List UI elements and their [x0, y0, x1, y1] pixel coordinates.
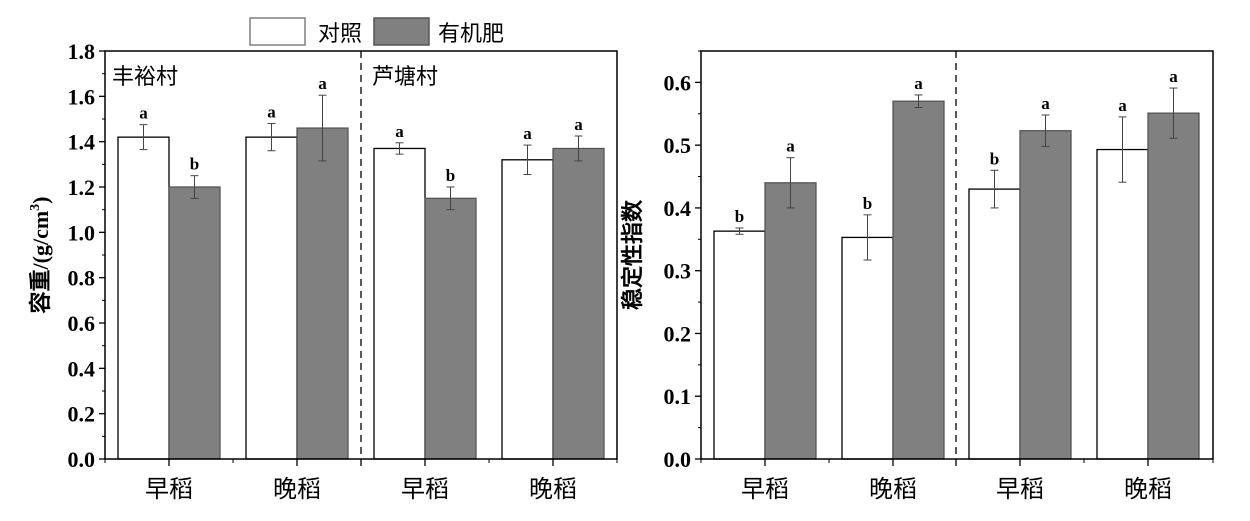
- bar-control-3: [968, 188, 1021, 460]
- x-tick-label: 晚稻: [529, 476, 577, 503]
- bar-organic-1: [168, 186, 221, 460]
- bar-organic-1: [764, 182, 817, 460]
- significance-label: a: [318, 74, 327, 93]
- y-tick-label: 0.5: [664, 133, 692, 158]
- chart-2: b b b a a a a a 0.0 0.1 0.2 0.3 0.4 0.5 0.6 早稻 晚稻 早稻 晚稻 稳定性…: [620, 50, 1214, 503]
- y-tick-label: 0.4: [68, 356, 96, 381]
- legend-swatch-organic: [373, 17, 430, 46]
- y-tick-label: 0.6: [68, 311, 96, 336]
- significance-label: b: [990, 149, 999, 168]
- y-tick-label: 1.4: [68, 130, 96, 155]
- x-tick-label: 晚稻: [1124, 476, 1172, 503]
- significance-label: a: [139, 104, 148, 123]
- group-label: 芦塘村: [372, 64, 438, 89]
- bar-organic-2: [892, 100, 945, 460]
- bar-control-1: [117, 136, 170, 460]
- bar-organic-3: [424, 197, 477, 460]
- significance-label: a: [523, 124, 532, 143]
- bar-organic-3: [1019, 130, 1072, 460]
- group-label: 丰裕村: [112, 64, 178, 89]
- bar-control-3: [373, 147, 426, 460]
- y-tick-label: 1.8: [68, 39, 96, 64]
- y-tick-label: 1.2: [68, 175, 96, 200]
- x-tick-label: 早稻: [996, 476, 1044, 503]
- bar-control-1: [713, 230, 766, 460]
- bar-control-2: [245, 136, 298, 460]
- y-axis-label: 容重/(g/cm3): [28, 197, 53, 314]
- bar-organic-2: [296, 127, 349, 460]
- significance-label: a: [574, 115, 583, 134]
- y-tick-label: 1.0: [68, 220, 96, 245]
- x-tick-label: 晚稻: [869, 476, 917, 503]
- significance-label: b: [446, 166, 455, 185]
- significance-label: a: [395, 122, 404, 141]
- significance-label: a: [1118, 96, 1127, 115]
- y-axis-label-end: ): [28, 197, 53, 204]
- significance-label: b: [735, 207, 744, 226]
- bar-organic-4: [1147, 112, 1200, 460]
- legend: 对照 有机肥: [249, 17, 504, 46]
- y-tick-label: 0.3: [664, 259, 692, 284]
- y-tick-label: 0.2: [664, 321, 692, 346]
- legend-label-organic: 有机肥: [438, 21, 504, 46]
- y-tick-label: 0.4: [664, 196, 692, 221]
- bar-control-4: [1096, 148, 1149, 460]
- chart-1: a a a a b a b a 0.0 0.2 0.4 0.6 0.8 1.0 1.2 1.4 1.6 1.8 早稻…: [28, 39, 618, 503]
- significance-label: a: [786, 137, 795, 156]
- plot-frame: [700, 50, 1214, 460]
- significance-label: a: [267, 103, 276, 122]
- y-tick-label: 0.8: [68, 266, 96, 291]
- significance-label: a: [1041, 94, 1050, 113]
- legend-label-control: 对照: [318, 21, 362, 46]
- bar-control-4: [501, 159, 554, 460]
- significance-label: a: [914, 74, 923, 93]
- significance-label: b: [863, 194, 872, 213]
- y-tick-label: 0.0: [664, 447, 692, 472]
- y-tick-label: 0.6: [664, 70, 692, 95]
- x-tick-label: 晚稻: [273, 476, 321, 503]
- y-axis-label: 稳定性指数: [620, 199, 645, 310]
- y-axis-label-main: 容重/(g/cm: [28, 211, 53, 314]
- y-tick-label: 0.1: [664, 384, 692, 409]
- x-tick-label: 早稻: [741, 476, 789, 503]
- y-tick-label: 0.2: [68, 402, 96, 427]
- y-axis-label-sup: 3: [28, 204, 43, 211]
- bar-organic-4: [552, 147, 605, 460]
- significance-label: b: [190, 155, 199, 174]
- x-tick-label: 早稻: [401, 476, 449, 503]
- significance-label: a: [1169, 67, 1178, 86]
- y-tick-label: 1.6: [68, 84, 96, 109]
- bar-control-2: [841, 236, 894, 460]
- legend-swatch-control: [249, 17, 306, 46]
- y-tick-label: 0.0: [68, 447, 96, 472]
- x-tick-label: 早稻: [145, 476, 193, 503]
